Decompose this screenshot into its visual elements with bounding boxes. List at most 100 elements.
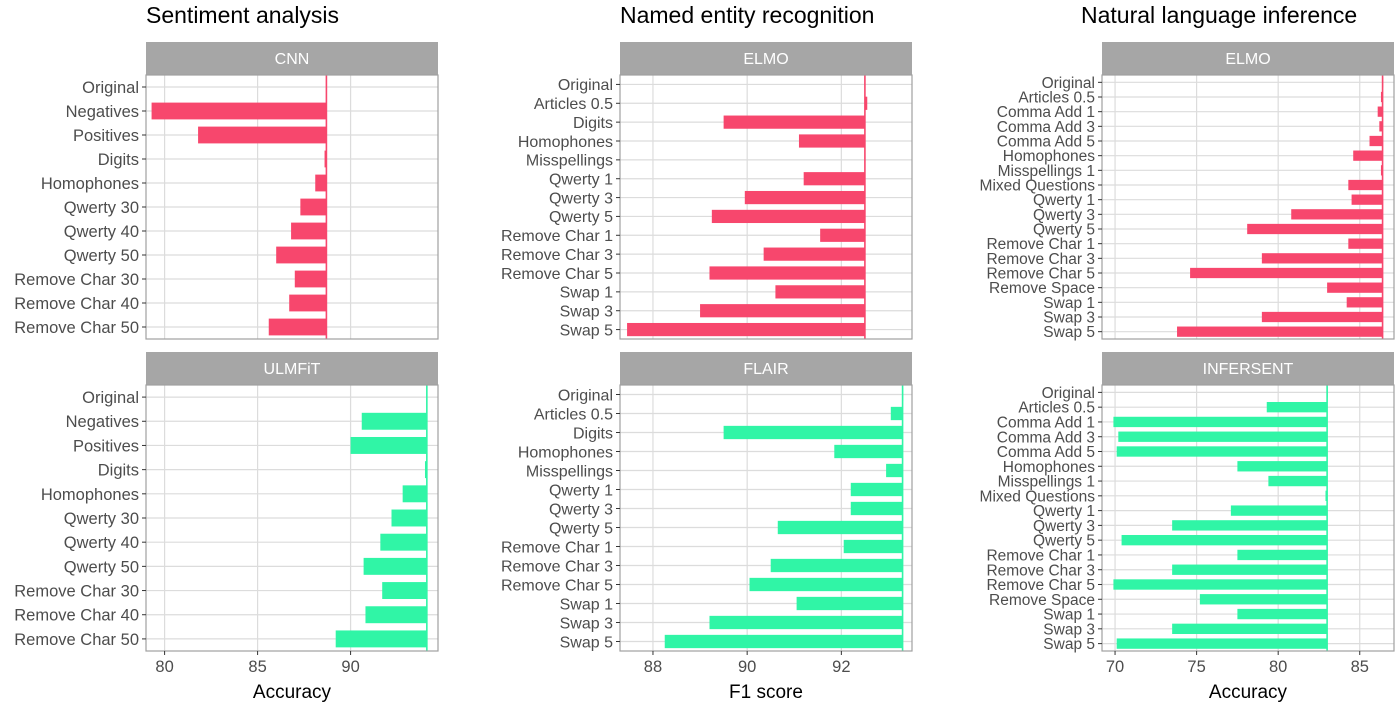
- column-title-sentiment: Sentiment analysis: [146, 2, 339, 28]
- bar-swap-5: [627, 322, 865, 337]
- y-tick-label: Remove Char 1: [986, 236, 1095, 253]
- y-tick-label: Remove Space: [989, 280, 1095, 297]
- bar-qwerty-30: [300, 198, 327, 216]
- bar-remove-char-30: [382, 582, 427, 600]
- strip-sentiment-analysis-ulmfit: [146, 352, 438, 385]
- strip-label-natural-language-inference-infersent: INFERSENT: [1203, 361, 1294, 378]
- y-tick-label: Misspellings 1: [998, 163, 1095, 180]
- plot-area-named-entity-recognition-flair: [620, 385, 912, 651]
- y-tick-label: Original: [558, 77, 613, 94]
- bar-qwerty-5: [777, 520, 903, 535]
- panel-border: [1101, 384, 1395, 652]
- panel-border: [1101, 74, 1395, 340]
- strip-natural-language-inference-infersent: [1102, 352, 1394, 385]
- y-tick-label: Homophones: [41, 486, 139, 504]
- bar-qwerty-1: [1351, 194, 1383, 205]
- bar-remove-char-5: [709, 266, 865, 280]
- y-tick-label: Remove Space: [989, 592, 1095, 609]
- y-tick-label: Qwerty 1: [549, 482, 613, 499]
- y-tick-label: Swap 5: [560, 322, 613, 339]
- y-tick-label: Misspellings: [526, 153, 613, 170]
- bar-articles-05: [890, 406, 903, 421]
- y-tick-label: Qwerty 3: [1033, 207, 1095, 224]
- y-tick-label: Homophones: [1003, 148, 1095, 165]
- x-axis-label-ner: F1 score: [729, 682, 803, 703]
- bar-mixed-questions: [1325, 490, 1328, 502]
- bar-qwerty-1: [1230, 505, 1328, 516]
- bar-qwerty-50: [276, 246, 327, 264]
- y-tick-label: Swap 1: [1043, 607, 1095, 624]
- column-title-ner: Named entity recognition: [620, 2, 874, 28]
- bar-qwerty-40: [380, 533, 427, 551]
- y-tick-label: Digits: [573, 425, 613, 442]
- bar-homophones: [1353, 150, 1383, 161]
- y-tick-label: Swap 3: [1043, 310, 1095, 327]
- bar-digits: [424, 461, 427, 479]
- bar-comma-add-5: [1369, 135, 1383, 147]
- bar-homophones: [798, 134, 865, 148]
- bar-swap-3: [1172, 623, 1328, 635]
- bar-misspellings-1: [1380, 165, 1383, 176]
- y-tick-label: Remove Char 5: [501, 577, 613, 594]
- y-tick-label: Misspellings 1: [998, 474, 1095, 491]
- bar-remove-char-1: [820, 228, 865, 242]
- x-tick-label: 70: [1106, 658, 1124, 676]
- y-tick-label: Qwerty 3: [549, 501, 613, 518]
- bar-remove-char-30: [294, 270, 327, 288]
- x-tick-label: 85: [248, 658, 266, 676]
- y-tick-label: Articles 0.5: [534, 406, 613, 423]
- y-tick-label: Remove Char 1: [501, 539, 613, 556]
- y-tick-label: Remove Char 3: [986, 251, 1095, 268]
- plot-area-natural-language-inference-elmo: [1102, 75, 1394, 339]
- bar-remove-char-1: [1237, 549, 1328, 561]
- y-tick-label: Homophones: [518, 444, 613, 461]
- strip-label-sentiment-analysis-cnn: CNN: [275, 51, 310, 68]
- bar-swap-1: [796, 596, 903, 611]
- y-tick-label: Qwerty 5: [1033, 533, 1095, 550]
- strip-label-natural-language-inference-elmo: ELMO: [1225, 51, 1270, 68]
- panel-named-entity-recognition-flair: FLAIR Original Articles 0.5 Digits Homophone…: [501, 352, 913, 676]
- y-tick-label: Remove Char 1: [986, 548, 1095, 565]
- y-tick-label: Comma Add 3: [997, 119, 1095, 136]
- plot-area-natural-language-inference-infersent: [1102, 385, 1394, 651]
- bar-misspellings: [886, 463, 903, 478]
- bar-remove-char-5: [1190, 267, 1383, 279]
- y-tick-label: Digits: [573, 115, 613, 132]
- panel-border: [619, 74, 913, 340]
- y-tick-label: Remove Char 5: [501, 266, 613, 283]
- y-tick-label: Swap 3: [560, 303, 613, 320]
- column-title-nli: Natural language inference: [1081, 2, 1357, 28]
- x-axis-label-sentiment: Accuracy: [253, 682, 332, 703]
- bar-swap-3: [1261, 311, 1383, 323]
- y-tick-label: Swap 5: [1043, 636, 1095, 653]
- y-tick-label: Qwerty 3: [549, 190, 613, 207]
- x-tick-label: 90: [341, 658, 359, 676]
- bar-articles-05: [864, 96, 868, 110]
- bar-homophones: [402, 485, 427, 503]
- y-tick-label: Homophones: [518, 134, 613, 151]
- y-tick-label: Comma Add 5: [997, 444, 1095, 461]
- y-tick-label: Swap 1: [1043, 295, 1095, 312]
- bar-remove-char-3: [1261, 253, 1383, 264]
- y-tick-label: Original: [1042, 75, 1095, 92]
- y-tick-label: Qwerty 1: [549, 171, 613, 188]
- y-tick-label: Mixed Questions: [980, 178, 1096, 195]
- y-tick-label: Original: [82, 389, 139, 407]
- y-tick-label: Original: [558, 387, 613, 404]
- bar-homophones: [834, 444, 903, 459]
- strip-natural-language-inference-elmo: [1102, 42, 1394, 75]
- y-tick-label: Swap 3: [560, 615, 613, 632]
- y-tick-label: Qwerty 30: [64, 199, 139, 217]
- y-tick-label: Qwerty 1: [1033, 503, 1095, 520]
- y-tick-label: Qwerty 40: [64, 223, 139, 241]
- bar-remove-char-50: [268, 318, 327, 336]
- bar-swap-3: [700, 304, 865, 318]
- strip-sentiment-analysis-cnn: [146, 42, 438, 75]
- bar-swap-1: [775, 285, 865, 299]
- y-tick-label: Remove Char 40: [14, 295, 139, 313]
- y-tick-label: Qwerty 40: [64, 534, 139, 552]
- strip-named-entity-recognition-elmo: [620, 42, 912, 75]
- bar-qwerty-30: [391, 509, 427, 527]
